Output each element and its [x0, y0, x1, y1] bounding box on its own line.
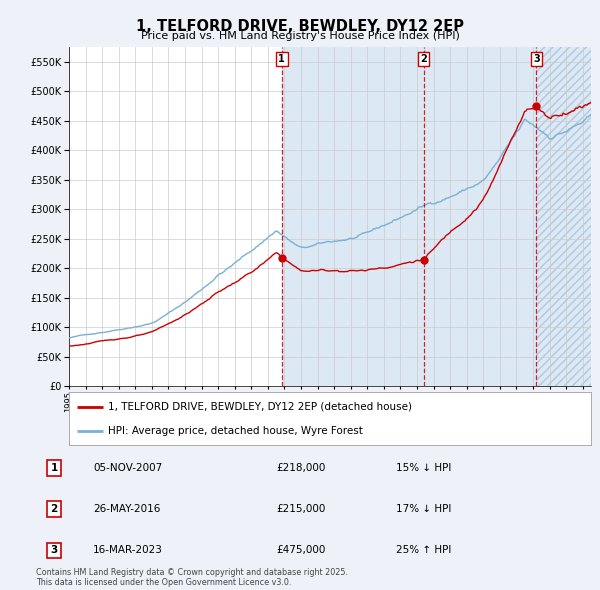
Text: HPI: Average price, detached house, Wyre Forest: HPI: Average price, detached house, Wyre… — [108, 426, 363, 436]
Text: 1: 1 — [50, 463, 58, 473]
Text: 3: 3 — [50, 546, 58, 555]
Text: 1: 1 — [278, 54, 285, 64]
Text: 1, TELFORD DRIVE, BEWDLEY, DY12 2EP (detached house): 1, TELFORD DRIVE, BEWDLEY, DY12 2EP (det… — [108, 402, 412, 412]
Text: £475,000: £475,000 — [276, 546, 325, 555]
Text: Contains HM Land Registry data © Crown copyright and database right 2025.
This d: Contains HM Land Registry data © Crown c… — [36, 568, 348, 587]
Bar — [536, 47, 591, 386]
Text: 2: 2 — [420, 54, 427, 64]
Text: 15% ↓ HPI: 15% ↓ HPI — [396, 463, 451, 473]
Text: 3: 3 — [533, 54, 540, 64]
Text: 1, TELFORD DRIVE, BEWDLEY, DY12 2EP: 1, TELFORD DRIVE, BEWDLEY, DY12 2EP — [136, 19, 464, 34]
Text: £218,000: £218,000 — [276, 463, 325, 473]
Text: 17% ↓ HPI: 17% ↓ HPI — [396, 504, 451, 514]
Text: 26-MAY-2016: 26-MAY-2016 — [93, 504, 160, 514]
Text: 25% ↑ HPI: 25% ↑ HPI — [396, 546, 451, 555]
Text: 05-NOV-2007: 05-NOV-2007 — [93, 463, 162, 473]
Text: £215,000: £215,000 — [276, 504, 325, 514]
Bar — [536, 47, 591, 386]
Text: 16-MAR-2023: 16-MAR-2023 — [93, 546, 163, 555]
Text: 2: 2 — [50, 504, 58, 514]
Text: Price paid vs. HM Land Registry's House Price Index (HPI): Price paid vs. HM Land Registry's House … — [140, 31, 460, 41]
Bar — [282, 47, 536, 386]
